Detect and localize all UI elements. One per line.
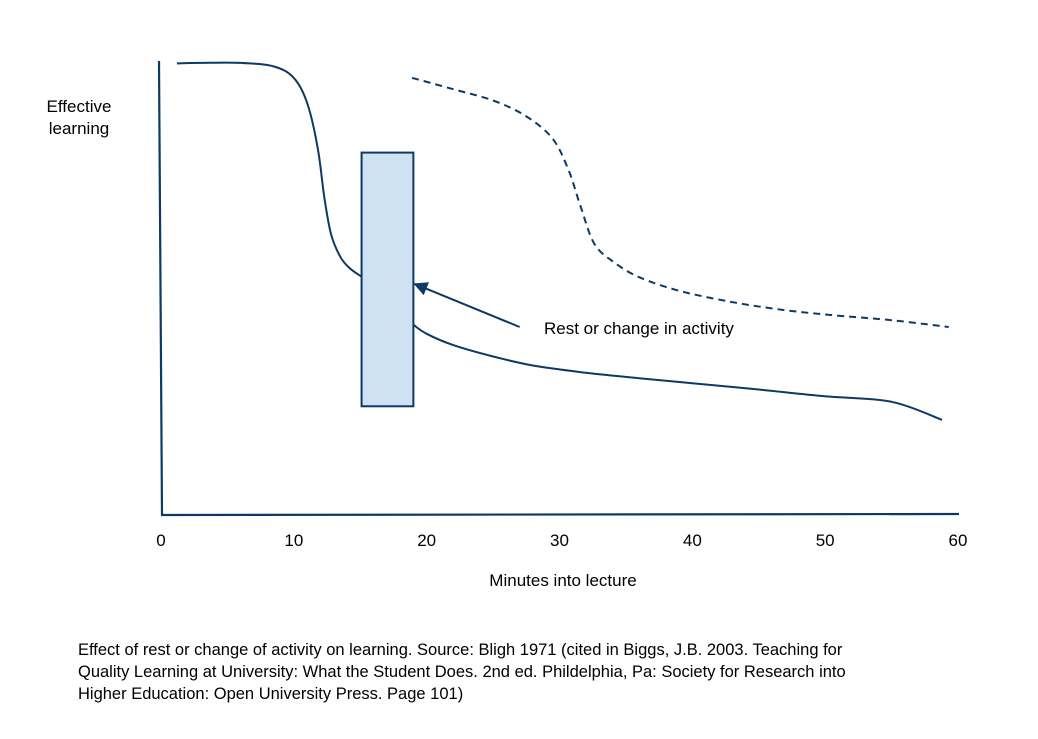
- x-tick-label: 0: [156, 531, 165, 550]
- caption-line-2: Quality Learning at University: What the…: [78, 663, 846, 681]
- y-axis-line: [157, 60, 164, 516]
- annotation-label: Rest or change in activity: [544, 319, 734, 338]
- x-tick-labels: 0 10 20 30 40 50 60: [156, 531, 967, 550]
- series-line-without-rest: [176, 61, 943, 421]
- x-axis-line: [160, 512, 960, 517]
- y-axis-label-line: Effective: [47, 97, 112, 116]
- x-tick-label: 50: [816, 531, 835, 550]
- x-tick-label: 40: [683, 531, 702, 550]
- axes: [157, 60, 960, 517]
- annotation-arrow: [413, 282, 521, 328]
- y-axis-label: Effective learning: [47, 97, 112, 138]
- y-axis-label-line: learning: [49, 119, 110, 138]
- learning-chart: Rest or change in activity 0 10 20 30 40 50 60…: [47, 60, 967, 590]
- curves: [176, 61, 949, 421]
- caption-line-1: Effect of rest or change of activity on …: [78, 641, 843, 659]
- rest-period-box: [360, 151, 415, 408]
- x-tick-label: 20: [417, 531, 436, 550]
- axis-labels: Effective learning Minutes into lecture: [47, 97, 637, 590]
- annotations: Rest or change in activity: [360, 151, 734, 408]
- x-tick-label: 30: [550, 531, 569, 550]
- caption-line-3: Higher Education: Open University Press.…: [78, 685, 464, 703]
- x-tick-label: 60: [949, 531, 968, 550]
- x-axis-label: Minutes into lecture: [489, 571, 636, 590]
- x-tick-label: 10: [284, 531, 303, 550]
- figure-caption: Effect of rest or change of activity on …: [78, 639, 978, 705]
- series-line-with-rest: [411, 76, 949, 328]
